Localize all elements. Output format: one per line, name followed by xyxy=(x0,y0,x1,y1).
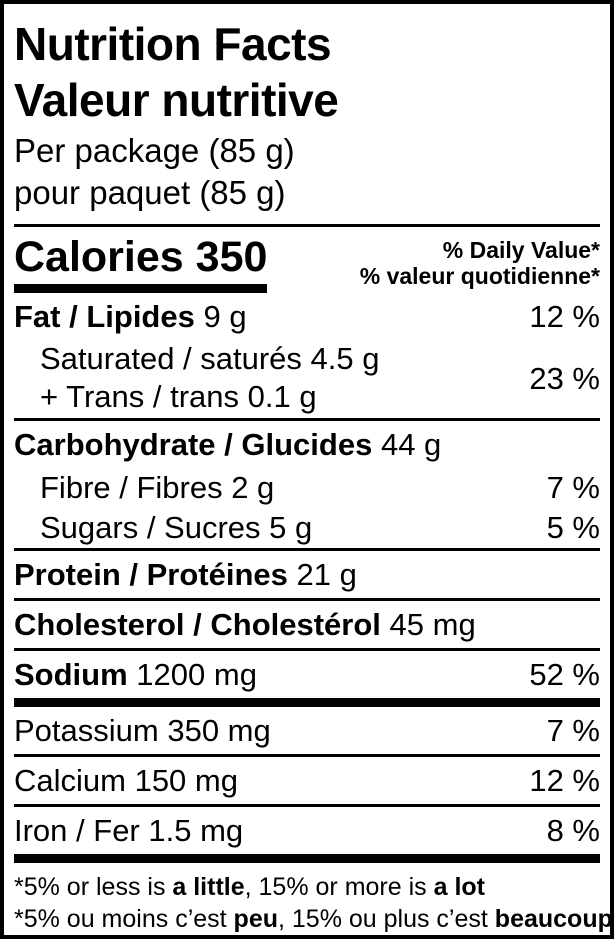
carbohydrate-row: Carbohydrate / Glucides 44 g xyxy=(14,421,600,468)
fat-daily-value: 12 % xyxy=(529,299,600,334)
footnote-fr-text-2: , 15% ou plus c’est xyxy=(278,905,495,933)
saturated-trans-daily-value: 23 % xyxy=(529,361,600,396)
saturated-line: Saturated / saturés 4.5 g xyxy=(40,341,380,376)
separator-thick xyxy=(14,698,600,707)
separator-thin xyxy=(14,754,600,757)
carbohydrate-name: Carbohydrate / Glucides xyxy=(14,427,373,462)
calcium-row: Calcium 150 mg 12 % xyxy=(14,757,600,804)
sodium-amount: 1200 mg xyxy=(136,657,257,692)
daily-value-header-fr: % valeur quotidienne* xyxy=(359,263,600,289)
iron-label: Iron / Fer 1.5 mg xyxy=(14,813,244,848)
footnote-fr-bold-peu: peu xyxy=(233,905,278,933)
serving-size-en: Per package (85 g) xyxy=(14,132,295,169)
separator-thick xyxy=(14,854,600,863)
footnote-en-text-2: , 15% or more is xyxy=(244,873,434,901)
fat-label: Fat / Lipides 9 g xyxy=(14,293,247,340)
serving-size-fr: pour paquet (85 g) xyxy=(14,174,286,211)
sugars-label: Sugars / Sucres 5 g xyxy=(40,510,313,545)
daily-value-header: % Daily Value* % valeur quotidienne* xyxy=(360,233,600,289)
footnote-fr-text-1: *5% ou moins c’est xyxy=(14,905,234,933)
separator-thin xyxy=(14,548,600,551)
fibre-daily-value: 7 % xyxy=(546,470,600,505)
calcium-daily-value: 12 % xyxy=(529,763,600,798)
sodium-name: Sodium xyxy=(14,657,128,692)
saturated-trans-lines: Saturated / saturés 4.5 g + Trans / tran… xyxy=(14,340,380,418)
cholesterol-label: Cholesterol / Cholestérol 45 mg xyxy=(14,601,476,648)
calories-row: Calories 350 % Daily Value* % valeur quo… xyxy=(14,233,600,293)
fibre-row: Fibre / Fibres 2 g 7 % xyxy=(14,468,600,508)
calories-underline-bar xyxy=(14,284,268,293)
protein-name: Protein / Protéines xyxy=(14,557,288,592)
sugars-daily-value: 5 % xyxy=(546,510,600,545)
potassium-row: Potassium 350 mg 7 % xyxy=(14,707,600,754)
separator-thin xyxy=(14,804,600,807)
protein-label: Protein / Protéines 21 g xyxy=(14,551,357,598)
saturated-trans-group: Saturated / saturés 4.5 g + Trans / tran… xyxy=(14,340,600,418)
calories-value: Calories 350 xyxy=(14,233,267,281)
calcium-label: Calcium 150 mg xyxy=(14,763,238,798)
iron-row: Iron / Fer 1.5 mg 8 % xyxy=(14,807,600,854)
potassium-daily-value: 7 % xyxy=(546,713,600,748)
cholesterol-row: Cholesterol / Cholestérol 45 mg xyxy=(14,601,600,648)
fat-name: Fat / Lipides xyxy=(14,299,195,334)
cholesterol-amount: 45 mg xyxy=(389,607,476,642)
footnote-en: *5% or less is a little, 15% or more is … xyxy=(14,871,600,903)
cholesterol-name: Cholesterol / Cholestérol xyxy=(14,607,381,642)
footnote-en-bold-a-lot: a lot xyxy=(433,873,485,901)
separator-thin xyxy=(14,418,600,421)
sodium-label: Sodium 1200 mg xyxy=(14,651,257,698)
title-fr: Valeur nutritive xyxy=(14,74,339,126)
separator-thin xyxy=(14,598,600,601)
daily-value-header-en: % Daily Value* xyxy=(442,237,600,263)
sodium-daily-value: 52 % xyxy=(529,657,600,692)
potassium-label: Potassium 350 mg xyxy=(14,713,271,748)
sugars-row: Sugars / Sucres 5 g 5 % xyxy=(14,508,600,548)
footnote-en-text-1: *5% or less is xyxy=(14,873,173,901)
sodium-row: Sodium 1200 mg 52 % xyxy=(14,651,600,698)
fat-amount: 9 g xyxy=(203,299,247,334)
calories-label: Calories xyxy=(14,233,184,281)
carbohydrate-label: Carbohydrate / Glucides 44 g xyxy=(14,421,441,468)
separator-thin xyxy=(14,224,600,227)
footnote-fr-bold-beaucoup: beaucoup xyxy=(494,905,613,933)
trans-line: + Trans / trans 0.1 g xyxy=(40,379,317,414)
title-en: Nutrition Facts xyxy=(14,18,332,70)
separator-thin xyxy=(14,648,600,651)
footnote-en-bold-a-little: a little xyxy=(172,873,245,901)
footnote-fr: *5% ou moins c’est peu, 15% ou plus c’es… xyxy=(14,903,610,935)
protein-amount: 21 g xyxy=(296,557,357,592)
fibre-label: Fibre / Fibres 2 g xyxy=(40,470,275,505)
fat-row: Fat / Lipides 9 g 12 % xyxy=(14,293,600,340)
calories-amount: 350 xyxy=(195,233,268,281)
carbohydrate-amount: 44 g xyxy=(380,427,442,462)
iron-daily-value: 8 % xyxy=(546,813,600,848)
protein-row: Protein / Protéines 21 g xyxy=(14,551,600,598)
calories-block: Calories 350 xyxy=(14,233,268,293)
